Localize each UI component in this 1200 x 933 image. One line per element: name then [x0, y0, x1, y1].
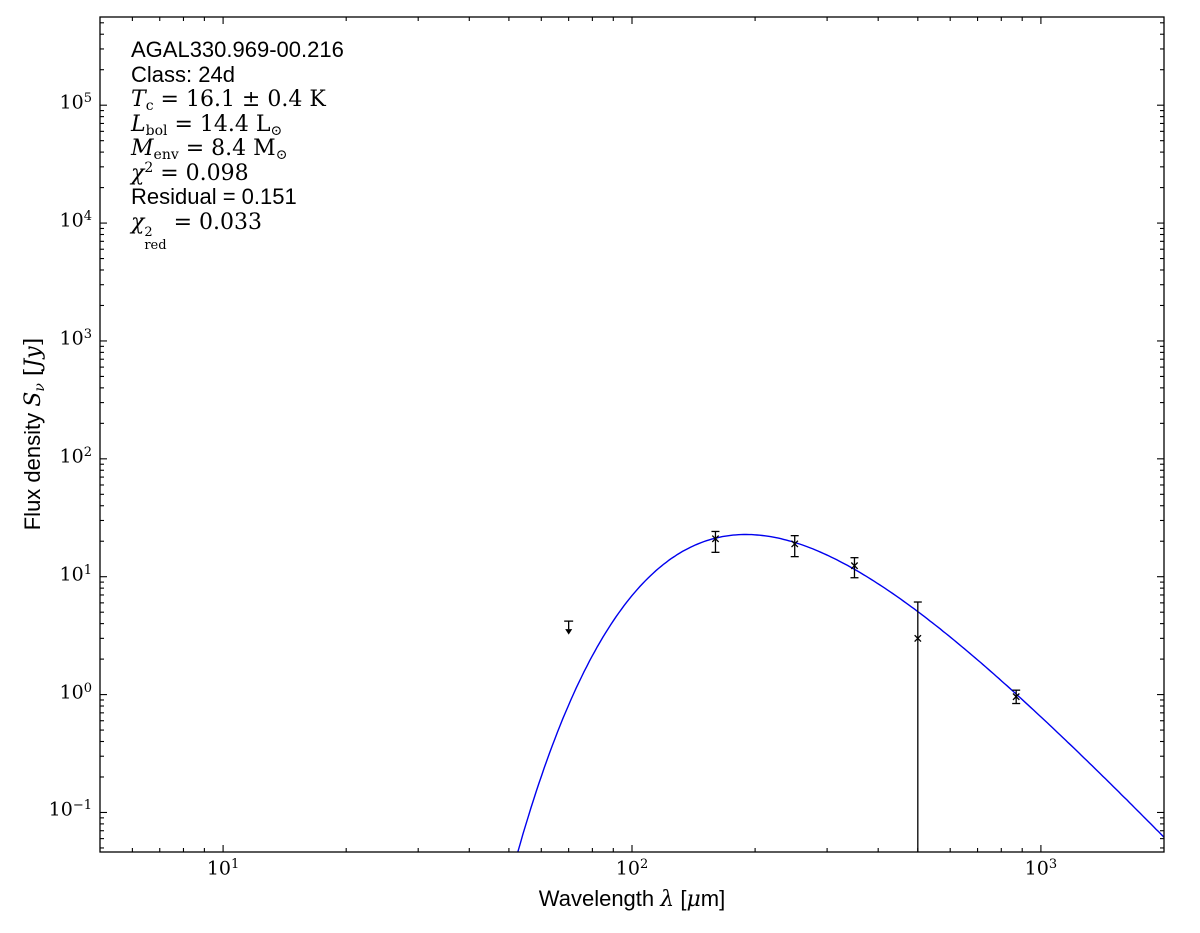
- text-part: m]: [700, 886, 726, 911]
- data-point-500um: [913, 601, 922, 852]
- text-part: = 8.4 M: [178, 136, 276, 161]
- y-tick-label-1e3: 103: [10, 327, 92, 350]
- plot-frame: [99, 16, 1165, 853]
- tick-exponent: 5: [83, 91, 92, 107]
- fit-parameters-info-box: AGAL330.969-00.216 Class: 24d Tc = 16.1 ± …: [131, 38, 344, 252]
- tick-exponent: 2: [83, 444, 92, 460]
- tick-base: 10: [59, 209, 84, 232]
- x-tick-label-1e2: 102: [587, 857, 677, 880]
- tick-exponent: 3: [1048, 857, 1058, 872]
- text-part: Jy: [21, 346, 46, 368]
- tick-exponent: 1: [83, 562, 92, 578]
- text-part: [: [21, 367, 46, 384]
- down-arrow-icon: [565, 629, 573, 635]
- text-part: λ: [660, 887, 675, 912]
- x-marker: [914, 634, 922, 643]
- y-tick-label-1e0: 100: [10, 681, 92, 704]
- x-marker: [711, 535, 720, 543]
- y-axis-label: Flux density Sν [Jy]: [20, 338, 48, 531]
- text-part: χ: [131, 160, 145, 186]
- data-point-870um: [1012, 689, 1021, 705]
- y-tick-label-1e2: 102: [10, 445, 92, 468]
- tick-marks: [100, 17, 1164, 852]
- text-part: bol: [145, 122, 168, 139]
- y-tick-label-1e1: 101: [10, 563, 92, 586]
- text-part: = 16.1 ± 0.4 K: [153, 87, 326, 112]
- text-part: 2: [144, 159, 154, 176]
- stack-subscript: red: [144, 237, 167, 253]
- text-part: ⊙: [270, 122, 283, 139]
- text-part: = 0.033: [166, 209, 262, 235]
- superscript-subscript-stack: 2 red: [144, 226, 166, 252]
- x-marker: [850, 562, 859, 570]
- tick-base: 10: [59, 91, 84, 114]
- data-point-160um: [711, 530, 720, 553]
- text-part: c: [145, 98, 154, 114]
- tick-base: 10: [1024, 857, 1049, 880]
- text-part: Flux density: [20, 406, 45, 531]
- data-point-250um: [790, 535, 799, 558]
- info-line-temperature: Tc = 16.1 ± 0.4 K: [131, 87, 344, 114]
- text-part: AGAL330.969-00.216: [131, 37, 344, 62]
- y-tick-label-1e4: 104: [10, 209, 92, 232]
- text-part: μ: [686, 887, 701, 912]
- x-tick-label-1e3: 103: [996, 857, 1086, 880]
- text-part: Residual = 0.151: [131, 184, 297, 209]
- data-point-350um: [850, 557, 859, 579]
- text-part: ⊙: [275, 147, 288, 163]
- info-line-residual: Residual = 0.151: [131, 185, 344, 210]
- tick-exponent: −1: [72, 798, 92, 814]
- y-tick-label-1e−1: 10−1: [10, 798, 92, 821]
- x-marker: [1012, 693, 1020, 701]
- stack-superscript: 2: [144, 224, 153, 240]
- info-line-class: Class: 24d: [131, 63, 344, 88]
- text-part: Class: 24d: [131, 61, 235, 87]
- text-part: L: [131, 111, 146, 137]
- tick-base: 10: [615, 857, 640, 880]
- info-line-envelope-mass: Menv = 8.4 M⊙: [131, 136, 344, 163]
- tick-base: 10: [59, 681, 84, 704]
- tick-exponent: 3: [83, 326, 92, 342]
- text-part: M: [131, 136, 154, 161]
- x-marker: [791, 540, 799, 548]
- tick-base: 10: [59, 563, 84, 586]
- info-line-chi-squared-reduced: χ 2 red = 0.033: [131, 209, 344, 252]
- tick-exponent: 1: [231, 857, 240, 872]
- text-part: = 0.098: [153, 160, 249, 186]
- tick-base: 10: [59, 327, 84, 350]
- tick-base: 10: [206, 857, 232, 880]
- x-tick-label-1e1: 101: [178, 857, 268, 880]
- model-curve: [517, 533, 1164, 852]
- tick-exponent: 2: [639, 857, 649, 872]
- text-part: = 14.4 L: [167, 111, 271, 137]
- text-part: T: [131, 87, 146, 112]
- text-part: χ: [131, 209, 145, 235]
- tick-base: 10: [59, 445, 84, 468]
- text-part: S: [21, 391, 46, 407]
- x-axis-label: Wavelength λ [μm]: [432, 886, 832, 912]
- text-part: env: [153, 147, 179, 163]
- text-part: ν: [32, 383, 48, 392]
- tick-base: 10: [48, 798, 73, 821]
- upper-limit-70um: [564, 620, 574, 635]
- info-line-luminosity: Lbol = 14.4 L⊙: [131, 111, 344, 139]
- text-part: Wavelength: [538, 886, 661, 911]
- text-part: [: [674, 886, 687, 911]
- info-line-chi-squared: χ2 = 0.098: [131, 161, 344, 186]
- y-tick-label-1e5: 105: [10, 91, 92, 114]
- tick-exponent: 0: [83, 680, 92, 696]
- tick-exponent: 4: [83, 209, 92, 225]
- info-line-source-name: AGAL330.969-00.216: [131, 38, 344, 63]
